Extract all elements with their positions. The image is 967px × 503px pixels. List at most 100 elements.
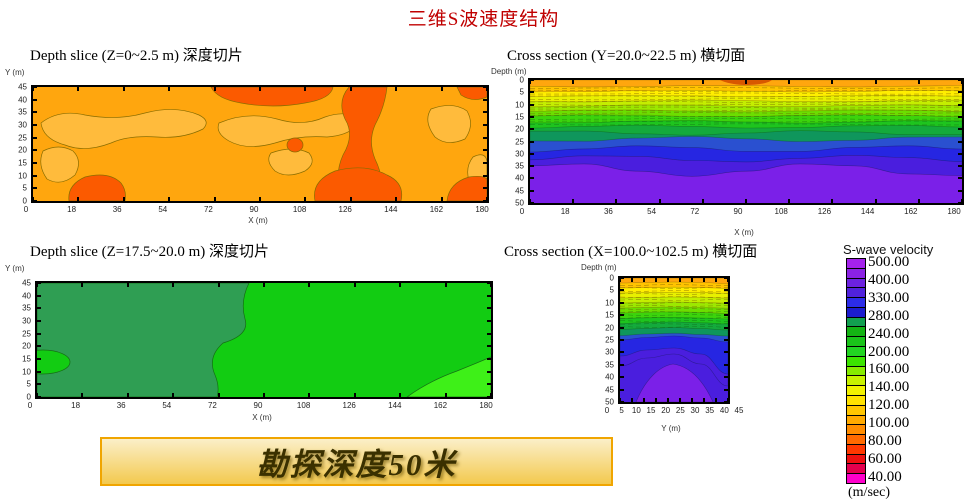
panel2-y-ticks: 0 5 10 15 20 25 30 35 40 45 50	[504, 76, 524, 208]
tick-label: 18	[71, 401, 81, 410]
panel3-contour-field	[37, 283, 491, 397]
panel1-y-axis-label: Y (m)	[5, 68, 25, 77]
tick-label: 50	[605, 397, 614, 407]
tick-label: 25	[22, 329, 31, 339]
tick-label: 15	[646, 406, 656, 415]
tick-label: 162	[433, 401, 448, 410]
tick-label: 0	[23, 205, 29, 214]
tick-label: 54	[162, 401, 172, 410]
tick-label: 162	[429, 205, 444, 214]
colorbar-cell	[847, 443, 865, 454]
tick-label: 45	[18, 82, 27, 92]
tick-label: 45	[734, 406, 744, 415]
tick-label: 108	[774, 207, 788, 216]
tick-label: 30	[22, 316, 31, 326]
tick-label: 35	[515, 161, 524, 171]
tick-label: 126	[338, 205, 352, 214]
panel3-x-ticks: 0 18 36 54 72 90 108 126 144 162 180	[27, 401, 493, 411]
panel1-x-axis-label: X (m)	[248, 216, 268, 225]
colorbar-label: 60.00	[868, 450, 902, 467]
tick-label: 30	[690, 406, 700, 415]
panel2-x-ticks: 0 18 36 54 72 90 108 126 144 162 180	[519, 207, 961, 217]
tick-label: 10	[605, 298, 614, 308]
tick-label: 40	[18, 95, 27, 105]
tick-label: 35	[705, 406, 715, 415]
tick-label: 25	[605, 335, 614, 345]
tick-label: 90	[733, 207, 743, 216]
tick-label: 40	[719, 406, 729, 415]
panel1-x-ticks: 0 18 36 54 72 90 108 126 144 162 180	[23, 205, 489, 215]
tick-label: 144	[388, 401, 402, 410]
tick-label: 40	[22, 291, 31, 301]
tick-label: 0	[27, 401, 33, 410]
colorbar-label: 120.00	[868, 397, 910, 414]
page-title: 三维S波速度结构	[407, 9, 560, 30]
panel4-x-axis-label: Y (m)	[661, 424, 681, 433]
tick-label: 144	[860, 207, 875, 216]
west-high-velocity-zone	[37, 283, 250, 397]
tick-label: 50	[515, 198, 524, 208]
colorbar-label: 330.00	[868, 289, 910, 306]
colorbar-labels: 500.00 400.00 330.00 280.00 240.00 200.00 160.…	[868, 255, 938, 485]
panel4-plot: 0 5 10 15 20 25 30 35 40 45 50 0 5 10 15 20 25 30 35 40 45	[605, 274, 744, 416]
panel4-title: Cross section (X=100.0~102.5 m) 横切面	[504, 244, 758, 260]
colorbar-cell	[847, 453, 865, 464]
legend-title: S-wave velocity	[843, 242, 934, 257]
colorbar-cell	[847, 277, 865, 288]
tick-label: 72	[203, 205, 213, 214]
colorbar-cell	[847, 346, 865, 356]
tick-label: 36	[112, 205, 122, 214]
tick-label: 15	[22, 354, 31, 364]
tick-label: 144	[384, 205, 398, 214]
tick-label: 10	[631, 406, 641, 415]
colorbar-label: 140.00	[868, 379, 910, 396]
tick-label: 18	[67, 205, 77, 214]
tick-label: 0	[519, 207, 525, 216]
red-anomaly-patches	[68, 87, 487, 201]
tick-label: 25	[675, 406, 685, 415]
tick-label: 30	[515, 149, 524, 159]
tick-label: 40	[605, 372, 614, 382]
legend-unit: (m/sec)	[848, 485, 890, 500]
tick-label: 15	[18, 158, 27, 168]
tick-label: 45	[515, 186, 524, 196]
panel4-contour-field	[620, 278, 728, 402]
panel3-y-ticks: 45 40 35 30 25 20 15 10 5 0	[11, 279, 31, 402]
panel1-y-ticks: 45 40 35 30 25 20 15 10 5 0	[7, 83, 27, 206]
banner-text: 勘探深度50米	[256, 447, 457, 482]
tick-label: 5	[609, 285, 614, 295]
tick-label: 10	[515, 100, 524, 110]
panel4-y-axis-label: Depth (m)	[581, 263, 617, 272]
colorbar-label: 500.00	[868, 254, 910, 270]
colorbar-cell	[847, 404, 865, 415]
tick-label: 72	[207, 401, 217, 410]
panel2-y-axis-label: Depth (m)	[491, 67, 527, 76]
tick-label: 108	[292, 205, 307, 214]
tick-label: 5	[619, 406, 624, 415]
colorbar-label: 280.00	[868, 307, 910, 324]
tick-label: 180	[475, 205, 489, 214]
colorbar-cell	[847, 434, 865, 444]
colorbar-cell	[847, 297, 865, 307]
panel2-title: Cross section (Y=20.0~22.5 m) 横切面	[507, 48, 746, 64]
panel2-plot: 0 5 10 15 20 25 30 35 40 45 50 0 18 36 54 72 90 108 126 14…	[515, 76, 964, 216]
colorbar-cell	[847, 336, 865, 347]
colorbar-label: 80.00	[868, 433, 902, 450]
panel2-contour-field	[530, 80, 962, 203]
colorbar-label: 200.00	[868, 343, 910, 360]
tick-label: 126	[817, 207, 832, 216]
tick-label: 0	[26, 392, 31, 402]
tick-label: 0	[22, 196, 27, 206]
colorbar-label: 40.00	[868, 468, 902, 485]
colorbar-label: 100.00	[868, 415, 910, 432]
panel3-x-axis-label: X (m)	[252, 413, 272, 422]
tick-label: 54	[647, 207, 657, 216]
tick-label: 72	[690, 207, 700, 216]
tick-label: 0	[519, 75, 524, 85]
panel3-plot: 45 40 35 30 25 20 15 10 5 0 0 18 36 54 72 90 108 126 144 1…	[22, 279, 493, 410]
colorbar	[846, 258, 866, 484]
tick-label: 35	[605, 360, 614, 370]
panel4-y-ticks: 0 5 10 15 20 25 30 35 40 45 50	[594, 274, 614, 407]
colorbar-cell	[847, 394, 865, 405]
